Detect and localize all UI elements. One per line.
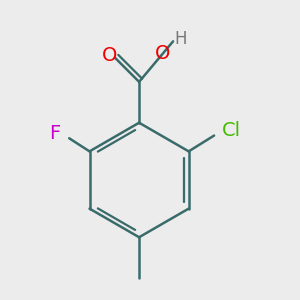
Text: H: H [174, 30, 186, 48]
Text: O: O [102, 46, 117, 65]
Text: F: F [49, 124, 60, 143]
Text: Cl: Cl [222, 121, 241, 140]
Text: O: O [155, 44, 171, 63]
